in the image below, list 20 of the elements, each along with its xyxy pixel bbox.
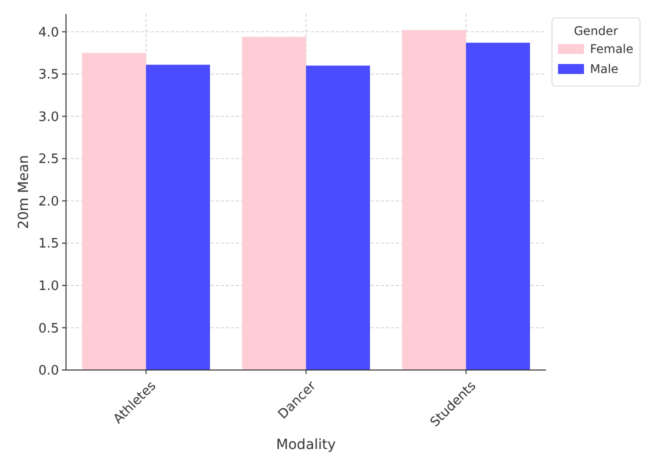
- bar: [402, 30, 466, 370]
- legend-title: Gender: [574, 24, 618, 38]
- x-axis-title: Modality: [276, 437, 336, 453]
- bar: [82, 52, 146, 370]
- legend-label: Female: [590, 42, 634, 56]
- y-tick-label: 4.0: [38, 25, 59, 40]
- y-tick-label: 0.0: [38, 364, 59, 379]
- y-tick-label: 0.5: [38, 321, 59, 336]
- y-tick-label: 1.0: [38, 278, 59, 294]
- legend-label: Male: [590, 62, 618, 76]
- y-tick-label: 1.5: [38, 236, 59, 252]
- bar: [242, 36, 306, 370]
- y-tick-label: 3.0: [38, 110, 59, 125]
- y-tick-label: 2.0: [38, 194, 59, 210]
- bar: [146, 64, 210, 370]
- y-axis-title: 20m Mean: [16, 154, 32, 230]
- y-tick-label: 3.5: [38, 68, 59, 83]
- y-tick-label: 2.5: [38, 152, 59, 168]
- bar: [466, 42, 530, 370]
- bar: [306, 66, 370, 370]
